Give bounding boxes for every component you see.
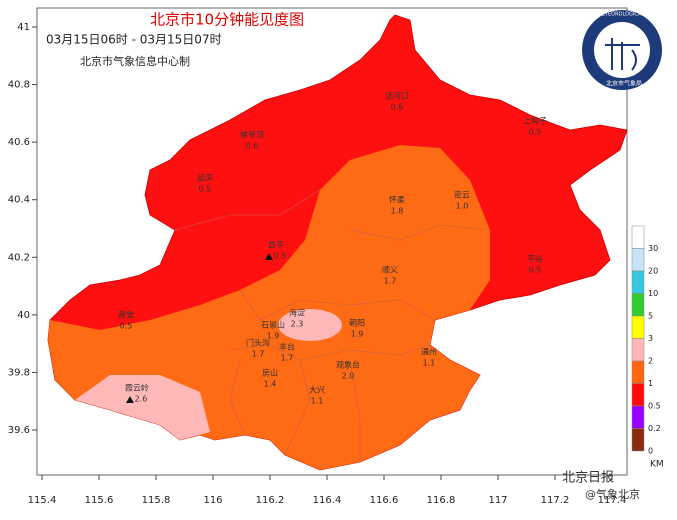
y-tick-label: 39.8	[8, 367, 30, 378]
station-value: 0.5	[529, 266, 542, 275]
legend-swatch	[631, 293, 645, 317]
legend-swatch	[631, 360, 645, 384]
logo-text: 北京市气象局	[606, 80, 642, 88]
y-tick-label: 40.8	[8, 80, 30, 91]
station-value: 2.3	[291, 320, 304, 329]
station-value: 1.9	[351, 330, 364, 339]
station-value: 1.1	[423, 359, 436, 368]
y-tick-label: 40.4	[8, 195, 30, 206]
station-value: 0.5	[529, 128, 542, 137]
station-name: 延庆	[197, 173, 213, 183]
y-tick-label: 40.6	[8, 137, 30, 148]
legend-label: 0.5	[648, 402, 661, 411]
legend-label: 10	[648, 289, 658, 298]
legend-label: 3	[648, 334, 653, 343]
district-borders	[174, 189, 491, 462]
station-value: 1.7	[384, 277, 397, 286]
station-value: 1.0	[456, 202, 469, 211]
station-value: 0.6	[391, 103, 404, 112]
station-name: 丰台	[279, 342, 295, 352]
station-value: 0.5	[120, 322, 133, 331]
legend-label: 2	[648, 357, 653, 366]
y-tick-label: 39.6	[8, 425, 30, 436]
legend-swatch	[631, 383, 645, 407]
map-title: 北京市10分钟能见度图	[150, 11, 304, 29]
station-name: 顺义	[382, 266, 398, 275]
station-name: 昌平	[268, 241, 284, 250]
logo: BEIJING METEOROLOGICAL SERVICE 北京市气象局	[577, 10, 667, 90]
station-value: 1.1	[311, 397, 324, 406]
station-name: 密云	[454, 190, 470, 200]
station-name: 佛爷顶	[240, 130, 264, 140]
legend-swatch	[631, 225, 645, 249]
x-tick-label: 116.4	[313, 495, 342, 506]
legend-swatch	[631, 270, 645, 294]
legend-label: 30	[648, 244, 658, 253]
station-name: 怀柔	[389, 195, 405, 205]
x-tick-label: 116	[203, 495, 222, 506]
region-pink	[75, 375, 210, 440]
x-tick-label: 116.8	[427, 495, 456, 506]
station-name: 门头沟	[246, 338, 270, 348]
logo-text: BEIJING METEOROLOGICAL SERVICE	[577, 12, 667, 18]
station-value: 1.7	[252, 350, 265, 359]
legend-label: 0.2	[648, 424, 661, 433]
x-tick-label: 117.4	[598, 495, 627, 506]
legend-unit: KM	[650, 460, 664, 470]
legend-label: 5	[648, 312, 653, 321]
map-subtitle: 03月15日06时 - 03月15日07时	[46, 33, 222, 47]
station-name: 斋堂	[118, 310, 134, 320]
station-name: 朝阳	[349, 319, 365, 328]
legend-label: 0	[648, 447, 653, 456]
legend-swatch	[631, 428, 645, 452]
legend-swatch	[631, 405, 645, 429]
station-value: 0.5	[274, 252, 287, 261]
x-tick-label: 117.2	[541, 495, 570, 506]
x-tick-label: 115.6	[85, 495, 114, 506]
x-tick-label: 116.6	[370, 495, 399, 506]
station-value: 0.5	[199, 185, 212, 194]
watermark: 北京日报	[562, 471, 614, 486]
station-value: 1.7	[281, 354, 294, 363]
station-name: 大兴	[309, 385, 325, 395]
region-pink	[278, 309, 342, 341]
station-value: 1.9	[267, 332, 280, 341]
x-tick-label: 115.8	[142, 495, 171, 506]
watermark: @气象北京	[585, 487, 640, 501]
station-name: 石景山	[261, 320, 285, 330]
station-name: 平谷	[527, 255, 543, 264]
legend-swatch	[631, 338, 645, 362]
station-value: 2.0	[342, 372, 355, 381]
station-value: 1.8	[391, 207, 404, 216]
station-name: 观象台	[336, 360, 360, 370]
station-value: 0.6	[246, 142, 259, 151]
x-tick-label: 117	[488, 495, 507, 506]
station-value: 2.6	[135, 395, 148, 404]
station-name: 汤河口	[385, 91, 409, 101]
legend-label: 1	[648, 379, 653, 388]
station-name: 海淀	[289, 308, 305, 318]
station-name: 房山	[262, 368, 278, 378]
legend-label: 20	[648, 267, 658, 276]
station-marker	[126, 396, 134, 403]
station-value: 1.4	[264, 380, 277, 389]
legend-swatch	[631, 248, 645, 272]
x-tick-label: 116.2	[256, 495, 285, 506]
station-marker	[265, 253, 273, 260]
producer: 北京市气象信息中心制	[80, 54, 190, 68]
station-name: 上甸子	[523, 116, 547, 126]
y-tick-label: 40.2	[8, 252, 30, 263]
y-tick-label: 40	[17, 310, 30, 321]
x-tick-label: 115.4	[28, 495, 57, 506]
legend-swatch	[631, 315, 645, 339]
station-name: 霞云岭	[125, 383, 149, 393]
y-tick-label: 41	[17, 22, 30, 33]
station-name: 通州	[421, 347, 437, 357]
